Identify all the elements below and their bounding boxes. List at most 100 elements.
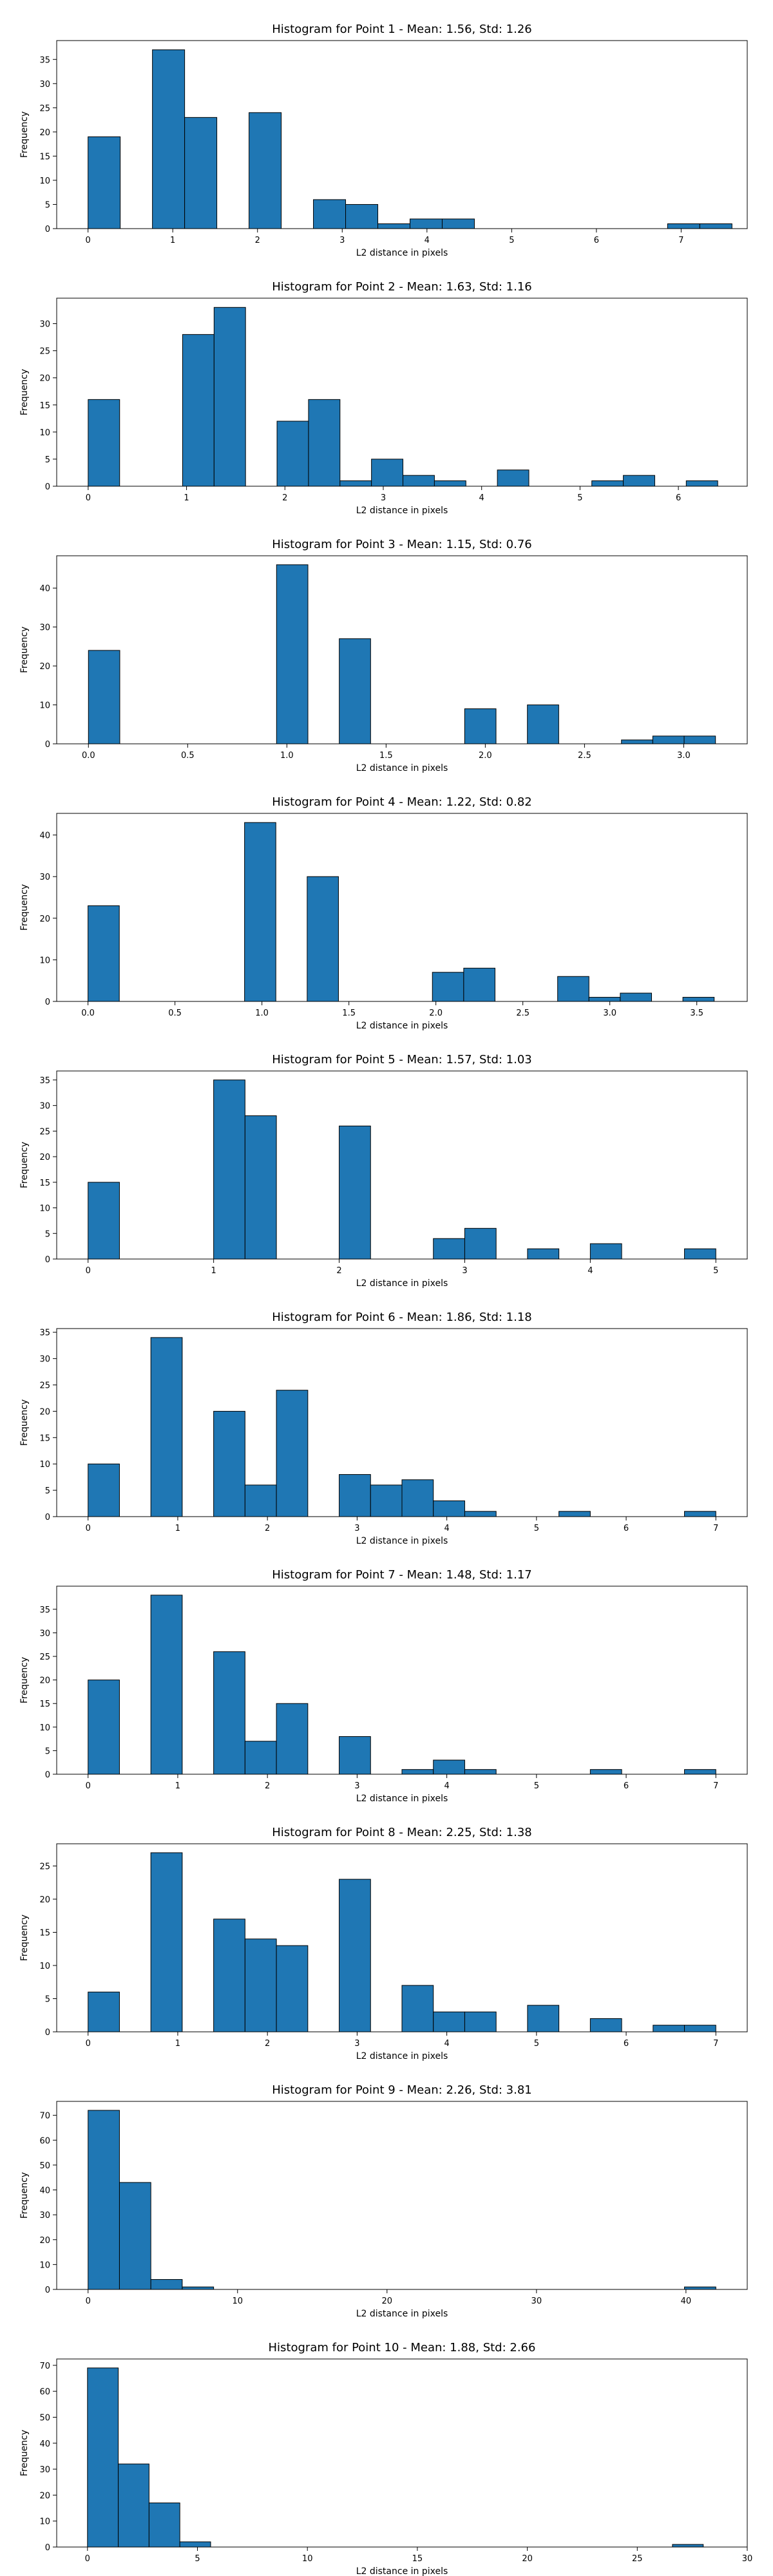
y-axis-label: Frequency xyxy=(19,2430,30,2476)
histogram-bar xyxy=(313,199,347,229)
histogram-bar xyxy=(589,2018,622,2032)
y-tick-label: 0 xyxy=(45,998,50,1007)
histogram-bar xyxy=(150,2279,183,2290)
histogram-bar xyxy=(464,1769,497,1775)
x-axis-label: L2 distance in pixels xyxy=(356,1021,448,1031)
histogram-bar xyxy=(244,1938,277,2032)
histogram-bar xyxy=(558,1511,591,1517)
histogram-bar xyxy=(497,469,530,487)
x-tick-label: 0.0 xyxy=(81,1009,95,1018)
axes-frame xyxy=(56,2101,748,2290)
y-axis-label: Frequency xyxy=(19,1399,30,1446)
histogram-bar xyxy=(685,480,718,487)
histogram-bar xyxy=(150,1852,183,2032)
x-tick-label: 6 xyxy=(594,236,599,245)
y-tick-label: 5 xyxy=(45,1229,50,1239)
y-tick-label: 10 xyxy=(39,1460,50,1470)
histogram-bar xyxy=(88,905,120,1002)
histogram-bar xyxy=(87,2367,119,2548)
y-tick-label: 40 xyxy=(39,2186,50,2196)
y-tick-label: 60 xyxy=(39,2387,50,2397)
x-tick-label: 2 xyxy=(265,1524,270,1533)
histogram-bar xyxy=(684,1769,716,1775)
histogram-bar xyxy=(150,1337,183,1517)
histogram-bar xyxy=(276,421,309,487)
y-tick-label: 5 xyxy=(45,1995,50,2005)
histogram-bar xyxy=(684,2025,716,2032)
histogram-bar xyxy=(672,2544,704,2548)
chart-title: Histogram for Point 8 - Mean: 2.25, Std:… xyxy=(272,1826,532,1839)
histogram-bar xyxy=(339,1125,371,1260)
histogram-bar xyxy=(652,735,685,744)
y-tick-label: 40 xyxy=(39,831,50,841)
x-tick-label: 15 xyxy=(412,2554,423,2564)
histogram-bar xyxy=(179,2541,211,2548)
histogram-bar xyxy=(464,1227,497,1260)
y-tick-label: 25 xyxy=(39,104,50,113)
x-tick-label: 5 xyxy=(195,2554,200,2564)
y-tick-label: 25 xyxy=(39,347,50,357)
histogram-bar xyxy=(213,307,246,487)
x-tick-label: 10 xyxy=(302,2554,313,2564)
x-tick-label: 4 xyxy=(444,1524,449,1533)
y-tick-label: 20 xyxy=(39,662,50,672)
histogram-bar xyxy=(464,708,497,744)
y-tick-label: 10 xyxy=(39,2260,50,2270)
x-tick-label: 0 xyxy=(86,493,91,503)
histogram-bar xyxy=(276,1390,309,1517)
histogram-bar xyxy=(557,976,589,1002)
y-tick-label: 5 xyxy=(45,455,50,465)
y-tick-label: 0 xyxy=(45,1770,50,1780)
x-tick-label: 7 xyxy=(678,236,683,245)
y-axis-label: Frequency xyxy=(19,627,30,673)
y-tick-label: 5 xyxy=(45,1486,50,1496)
histogram-bar xyxy=(88,2110,120,2290)
x-axis-label: L2 distance in pixels xyxy=(356,2309,448,2319)
y-tick-label: 50 xyxy=(39,2161,50,2171)
histogram-bar xyxy=(182,334,215,487)
x-tick-label: 2 xyxy=(282,493,287,503)
y-tick-label: 20 xyxy=(39,1676,50,1686)
x-tick-label: 2.0 xyxy=(479,751,492,761)
y-tick-label: 30 xyxy=(39,1102,50,1112)
x-tick-label: 4 xyxy=(444,1781,449,1791)
histogram-bar xyxy=(339,1474,371,1517)
x-tick-label: 7 xyxy=(713,1781,718,1791)
x-tick-label: 6 xyxy=(676,493,681,503)
y-tick-label: 30 xyxy=(39,320,50,330)
histogram-bar xyxy=(589,1243,622,1260)
x-tick-label: 0 xyxy=(86,2039,91,2049)
y-tick-label: 30 xyxy=(39,1629,50,1638)
histogram-bar xyxy=(527,1248,560,1260)
y-tick-label: 5 xyxy=(45,200,50,210)
axes-frame xyxy=(56,1328,748,1517)
x-tick-label: 30 xyxy=(742,2554,753,2564)
x-tick-label: 4 xyxy=(479,493,484,503)
histogram-bar xyxy=(276,564,309,744)
x-tick-label: 2.0 xyxy=(429,1009,443,1018)
x-tick-label: 5 xyxy=(534,1781,539,1791)
x-tick-label: 5 xyxy=(534,1524,539,1533)
histogram-bar xyxy=(184,117,218,229)
x-tick-label: 1 xyxy=(211,1266,216,1276)
y-tick-label: 0 xyxy=(45,1255,50,1265)
chart-title: Histogram for Point 9 - Mean: 2.26, Std:… xyxy=(272,2083,532,2097)
histogram-bar xyxy=(213,1410,245,1517)
histogram-bar xyxy=(244,1115,277,1260)
histogram-bar xyxy=(88,650,120,744)
histogram-bar xyxy=(339,480,372,487)
x-tick-label: 1.0 xyxy=(255,1009,269,1018)
histogram-bar xyxy=(433,2011,465,2032)
histogram-bar xyxy=(441,218,475,229)
x-tick-label: 3 xyxy=(354,2039,359,2049)
y-axis-label: Frequency xyxy=(19,369,30,415)
histogram-bar xyxy=(370,1484,403,1517)
chart-title: Histogram for Point 6 - Mean: 1.86, Std:… xyxy=(272,1311,532,1324)
chart-title: Histogram for Point 3 - Mean: 1.15, Std:… xyxy=(272,538,532,551)
y-tick-label: 70 xyxy=(39,2112,50,2121)
x-tick-label: 0 xyxy=(85,2554,90,2564)
y-tick-label: 30 xyxy=(39,1355,50,1365)
histogram-bar xyxy=(527,705,559,744)
y-tick-label: 10 xyxy=(39,2517,50,2527)
